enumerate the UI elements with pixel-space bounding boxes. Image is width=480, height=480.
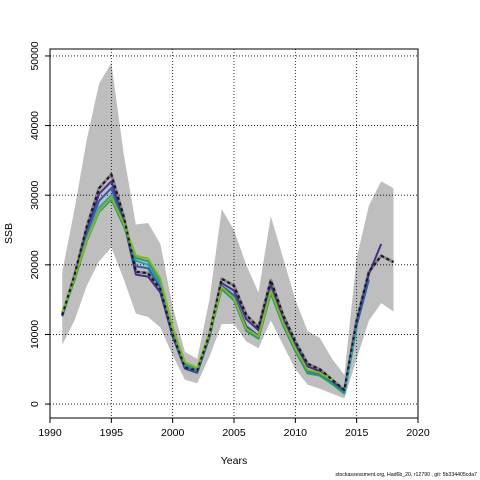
- x-tick-label: 2010: [284, 427, 308, 439]
- y-tick-label: 20000: [29, 250, 41, 279]
- footer-credit: stockassessment.org, Had6b_20, r12790 , …: [335, 472, 477, 478]
- y-axis-title: SSB: [3, 223, 15, 244]
- x-tick-label: 2000: [161, 427, 185, 439]
- confidence-band: [62, 62, 394, 399]
- x-tick-label: 1990: [38, 427, 62, 439]
- y-tick-label: 10000: [29, 320, 41, 349]
- x-tick-label: 2020: [406, 427, 430, 439]
- x-axis-title: Years: [221, 455, 247, 467]
- x-tick-label: 1995: [100, 427, 124, 439]
- series-line-top: [61, 173, 394, 392]
- y-tick-label: 40000: [29, 111, 41, 140]
- y-tick-label: 50000: [29, 41, 41, 70]
- confidence-band-area: [62, 62, 394, 399]
- x-tick-label: 2005: [222, 427, 246, 439]
- x-tick-label: 2015: [345, 427, 369, 439]
- grid: [49, 49, 419, 418]
- y-tick-label: 0: [29, 401, 41, 407]
- axes: 1990 1995 2000 2005 2010 2015 2020 0 10000 20000 3…: [29, 41, 430, 439]
- y-tick-label: 30000: [29, 180, 41, 209]
- series-lines: [60, 172, 395, 395]
